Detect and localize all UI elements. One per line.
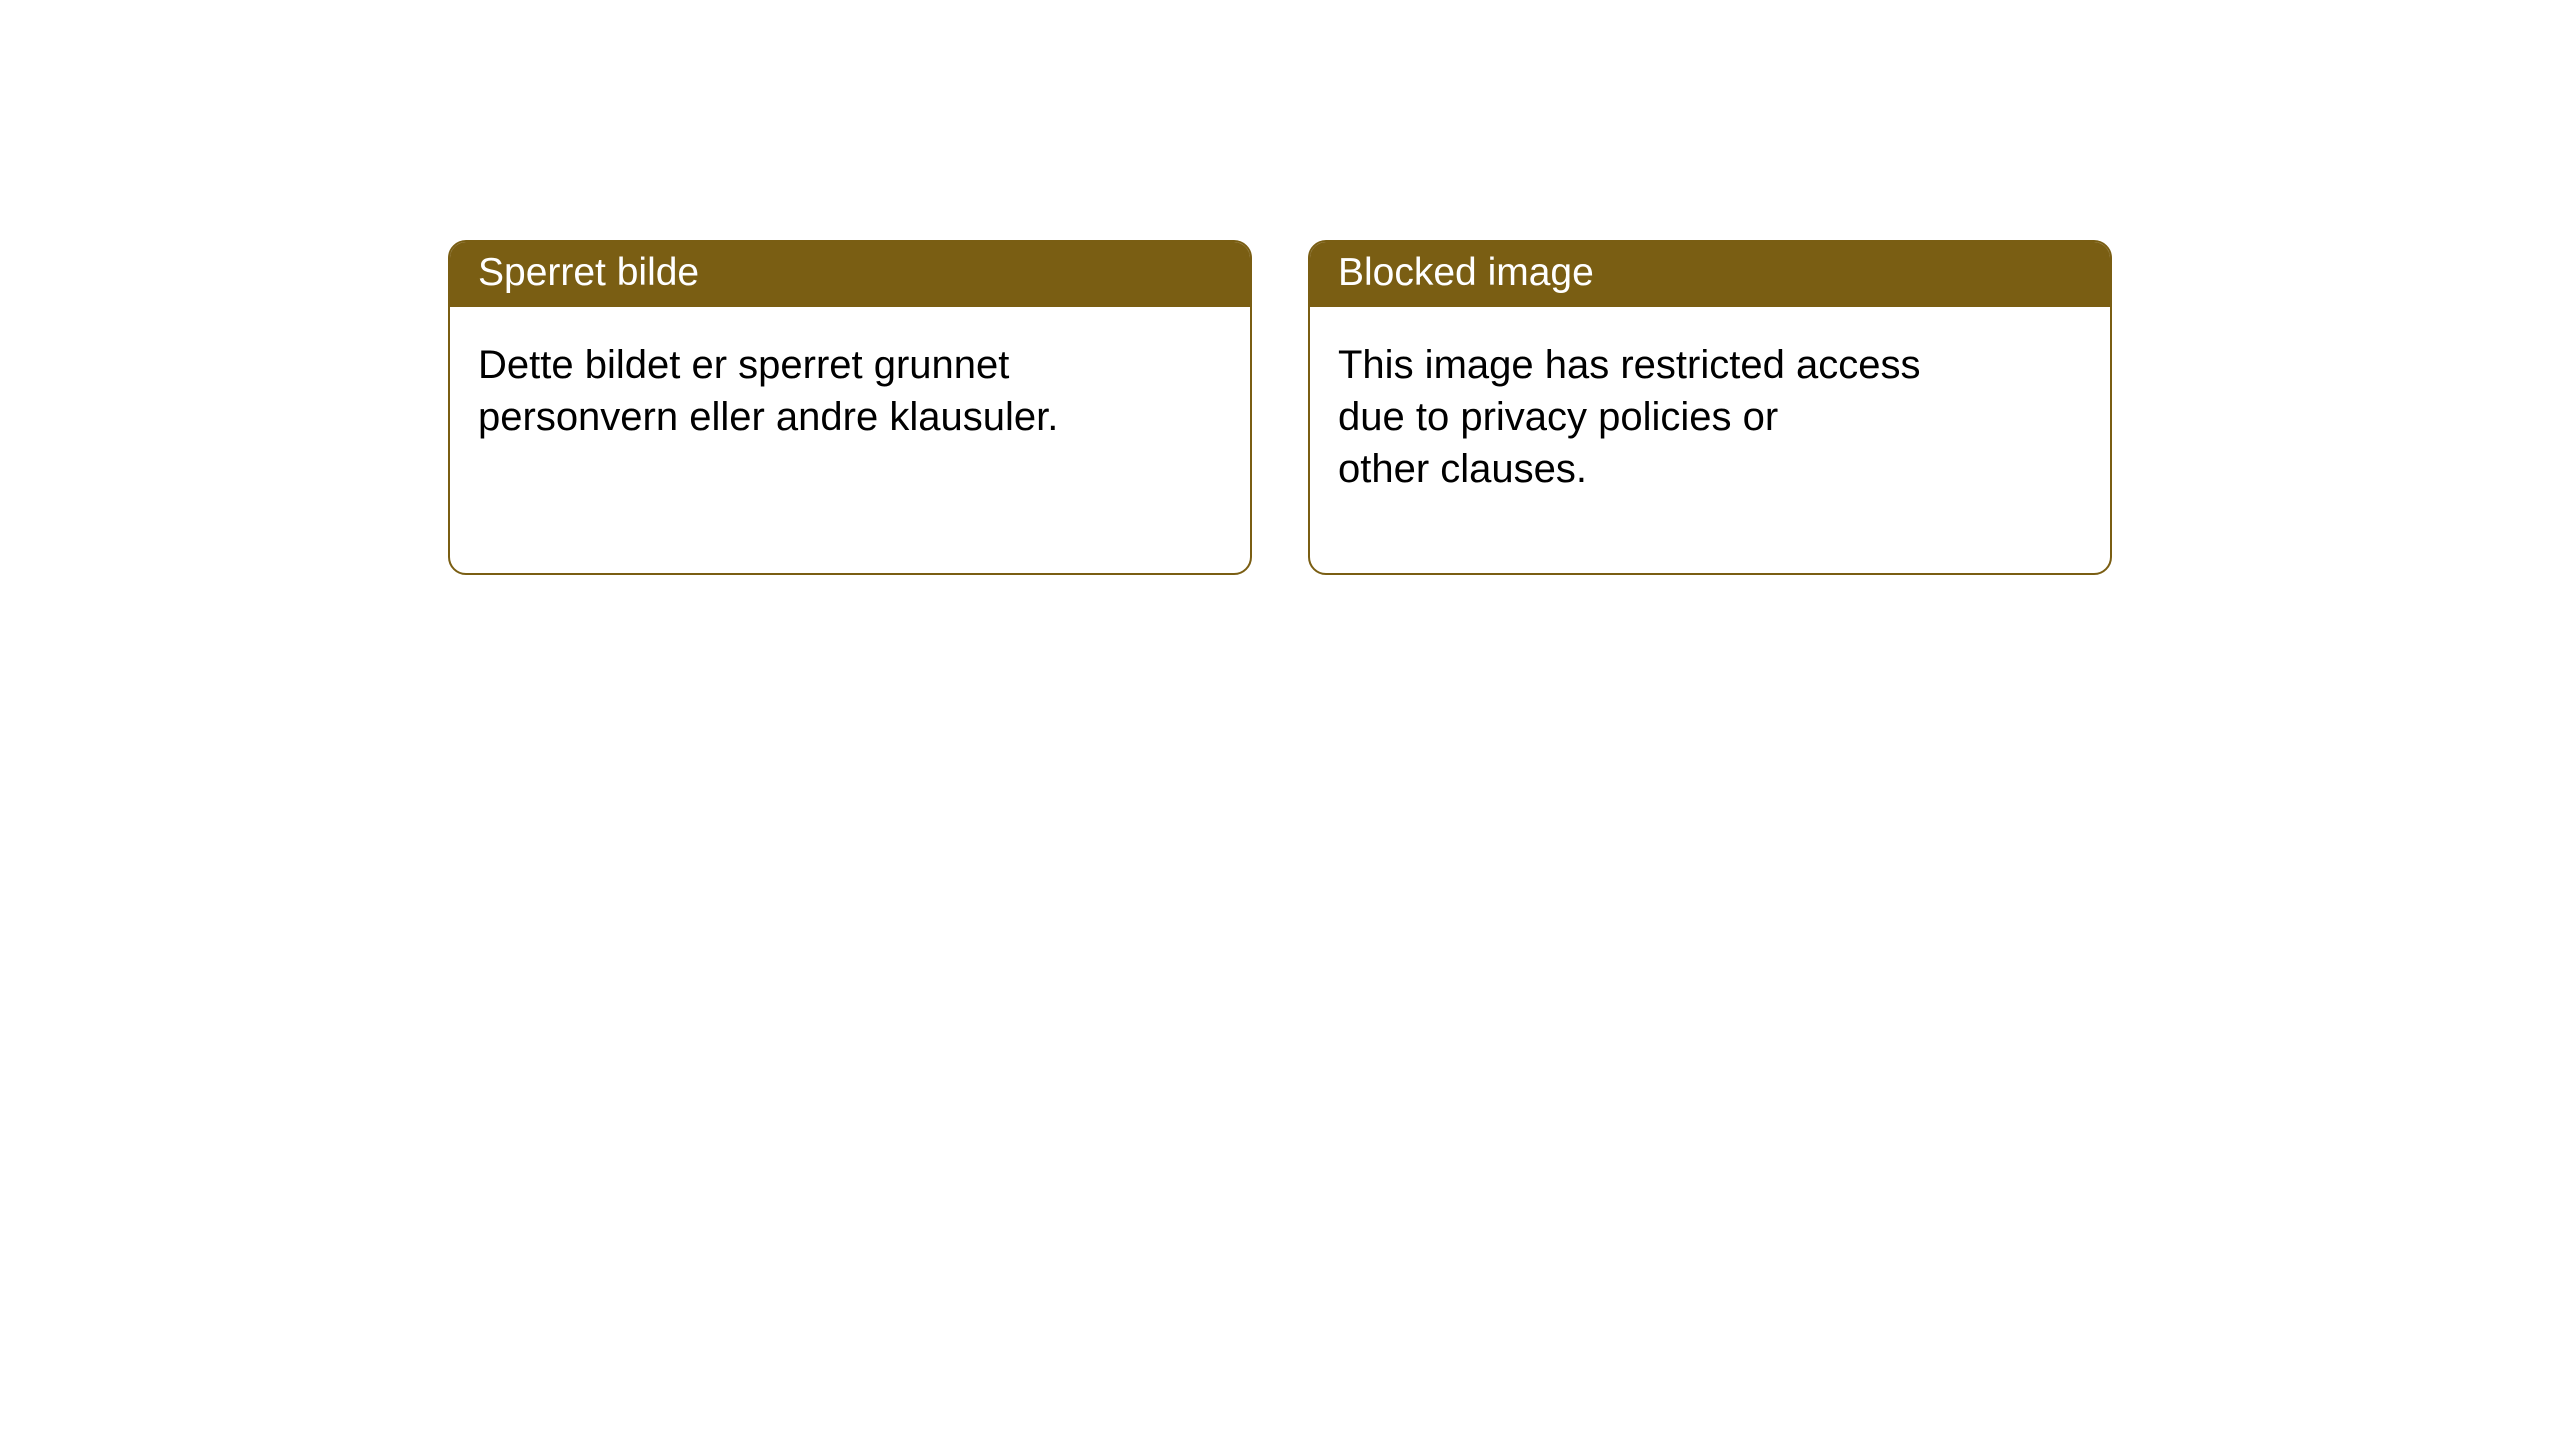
notice-title-english: Blocked image: [1310, 242, 2110, 307]
notice-title-norwegian: Sperret bilde: [450, 242, 1250, 307]
notice-card-norwegian: Sperret bilde Dette bildet er sperret gr…: [448, 240, 1252, 575]
notice-card-english: Blocked image This image has restricted …: [1308, 240, 2112, 575]
notice-container: Sperret bilde Dette bildet er sperret gr…: [0, 0, 2560, 575]
notice-body-norwegian: Dette bildet er sperret grunnet personve…: [450, 307, 1130, 521]
notice-body-english: This image has restricted access due to …: [1310, 307, 1990, 573]
